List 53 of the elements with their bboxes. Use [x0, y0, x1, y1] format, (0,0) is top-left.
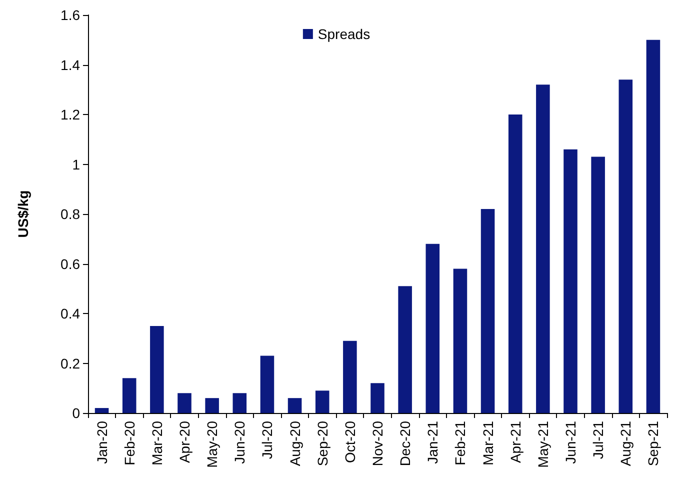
x-tick-label: May-20: [204, 420, 220, 468]
x-tick-label: Jul-20: [259, 420, 276, 460]
bar: [536, 84, 550, 413]
y-tick-label: 0.8: [60, 206, 80, 222]
x-tick-label: Jan-20: [94, 420, 110, 464]
y-tick-label: 0: [72, 405, 80, 421]
bar: [150, 326, 164, 413]
bar: [315, 390, 330, 413]
bar: [288, 398, 302, 413]
bar: [426, 244, 440, 413]
y-tick-label: 1.4: [60, 56, 80, 73]
x-tick-label: Sep-21: [645, 420, 662, 466]
x-tick-label: Jul-21: [590, 420, 606, 460]
x-tick-label: Jun-20: [232, 420, 248, 464]
bar: [618, 80, 633, 413]
y-tick-label: 1.6: [60, 7, 80, 23]
x-tick-label: Mar-21: [480, 420, 496, 466]
bar: [480, 209, 495, 413]
y-axis-title: US$/kg: [15, 190, 31, 238]
bar: [646, 40, 660, 413]
x-tick-label: Aug-21: [618, 420, 634, 466]
x-tick-label: Oct-20: [342, 420, 358, 464]
x-tick-label: Feb-21: [452, 420, 468, 466]
x-tick-label: Jun-21: [562, 420, 578, 464]
y-tick-label: 1.2: [60, 106, 80, 122]
bar: [94, 408, 109, 413]
x-tick-label: Aug-20: [286, 420, 303, 466]
y-tick-label: 0.2: [60, 355, 80, 372]
x-tick-label: Jan-21: [424, 420, 441, 464]
bar: [232, 393, 247, 413]
bar: [370, 383, 384, 413]
y-tick-label: 0.6: [60, 256, 80, 272]
y-tick-label: 0.4: [60, 306, 80, 322]
bar: [205, 398, 219, 413]
bar: [260, 356, 274, 413]
bar: [508, 114, 522, 413]
x-tick-label: Nov-20: [370, 420, 386, 466]
bar: [591, 156, 605, 413]
bar: [343, 340, 357, 413]
bar: [122, 378, 136, 413]
x-tick-label: Sep-20: [314, 420, 330, 466]
y-tick-label: 1: [72, 156, 80, 172]
bar: [453, 268, 468, 413]
x-tick-label: Feb-20: [121, 420, 138, 466]
x-tick-label: Apr-21: [507, 420, 524, 464]
bar: [178, 393, 192, 413]
x-tick-label: May-21: [534, 420, 551, 468]
x-tick-label: Apr-20: [176, 420, 192, 464]
bar: [564, 149, 578, 413]
x-tick-label: Dec-20: [397, 420, 414, 466]
bar: [398, 286, 412, 413]
legend-label: Spreads: [318, 26, 370, 42]
x-tick-label: Mar-20: [148, 420, 165, 466]
